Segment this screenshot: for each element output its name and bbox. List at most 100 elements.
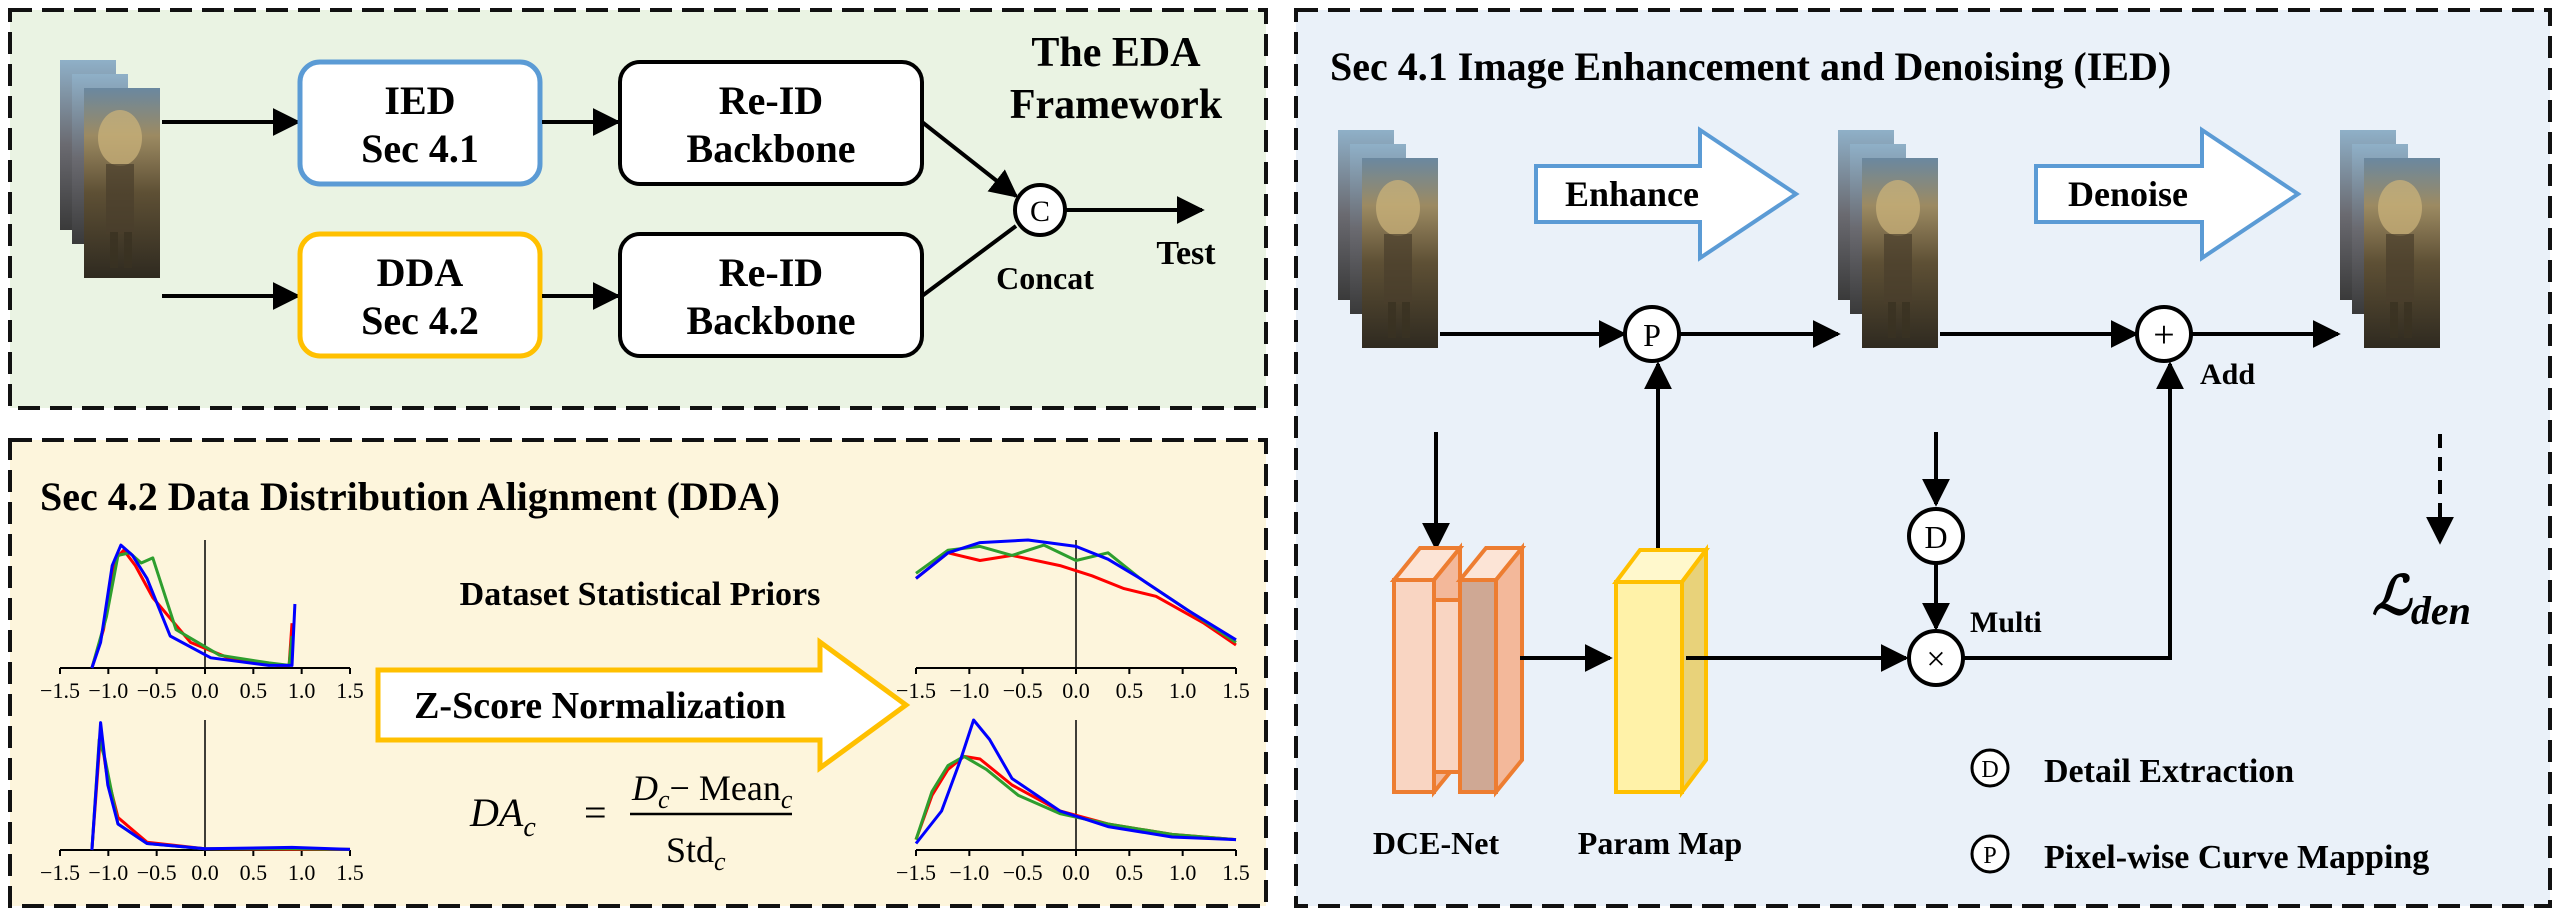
ied-title: Sec 4.1 Image Enhancement and Denoising … <box>1330 44 2171 89</box>
multi-label: Multi <box>1970 606 2042 639</box>
backbone-bottom-line1: Re-ID <box>719 250 823 295</box>
zscore-arrow <box>375 637 911 773</box>
formula-den: Std <box>666 830 714 870</box>
legend-d-icon <box>1970 748 2010 788</box>
param-map-block <box>1612 544 1710 798</box>
tick-label: 0.5 <box>240 860 268 885</box>
tick-label: −1.5 <box>896 860 936 885</box>
tick-label: 1.0 <box>288 860 316 885</box>
dda-box-line2: Sec 4.2 <box>361 298 479 343</box>
tick-label: −1.5 <box>896 678 936 703</box>
priors-label: Dataset Statistical Priors <box>460 576 821 613</box>
denoise-label: Denoise <box>2068 174 2188 214</box>
tick-label: 1.5 <box>336 678 364 703</box>
arrow-bottom-to-concat <box>920 224 1018 298</box>
concat-label: Concat <box>996 260 1094 296</box>
plot-after-top: −1.5 −1.0 −0.5 0.0 0.5 1.0 1.5 <box>896 538 1250 703</box>
legend-d-symbol: D <box>1981 757 1998 783</box>
plot-before-bottom: −1.5 −1.0 −0.5 0.0 0.5 1.0 1.5 <box>40 720 364 885</box>
dda-title: Sec 4.2 Data Distribution Alignment (DDA… <box>40 474 780 519</box>
tick-label: −0.5 <box>1003 860 1043 885</box>
tick-label: 1.5 <box>1222 860 1250 885</box>
denoise-arrow <box>2034 126 2302 262</box>
formula-eq: = <box>584 790 607 835</box>
multi-symbol: × <box>1926 641 1945 678</box>
legend-p-symbol: P <box>1983 843 1996 869</box>
tick-label: 1.0 <box>1169 678 1197 703</box>
tick-label: −0.5 <box>137 860 177 885</box>
svg-text:Dc− Meanc: Dc− Meanc <box>631 768 793 814</box>
arrow-multi-to-add <box>1964 361 2184 660</box>
backbone-top-line2: Backbone <box>687 126 856 171</box>
dce-net-label: DCE-Net <box>1373 825 1500 861</box>
param-map-label: Param Map <box>1578 825 1742 861</box>
normalization-formula: DAc = Dc− Meanc Stdc <box>469 768 793 876</box>
tick-label: 0.0 <box>191 860 219 885</box>
d-node <box>1907 507 1965 565</box>
distribution-plots: −1.5 −1.0 −0.5 0.0 0.5 1.0 1.5 −1.5 −1.0 −0.5 0.0 0… <box>40 538 1250 885</box>
formula-num-op: − Mean <box>670 768 781 808</box>
tick-label: 0.0 <box>1062 860 1090 885</box>
ied-panel: Sec 4.1 Image Enhancement and Denoising … <box>1294 8 2552 908</box>
concat-symbol: C <box>1030 195 1050 228</box>
tick-label: −1.0 <box>88 678 128 703</box>
curve-blue <box>90 721 351 851</box>
tick-label: 0.0 <box>1062 678 1090 703</box>
ied-box <box>297 59 543 187</box>
concat-node <box>1013 183 1067 237</box>
ied-box-line2: Sec 4.1 <box>361 126 479 171</box>
svg-text:Stdc: Stdc <box>666 830 726 876</box>
formula-lhs: DA <box>469 790 524 835</box>
formula-den-sub: c <box>714 847 726 876</box>
tick-label: 1.0 <box>1169 860 1197 885</box>
d-symbol: D <box>1924 519 1947 555</box>
tick-label: 1.5 <box>1222 678 1250 703</box>
legend: D Detail Extraction P Pixel-wise Curve M… <box>1970 748 2429 876</box>
formula-num-b-sub: c <box>781 785 793 814</box>
dce-net-block <box>1389 542 1527 798</box>
tick-label: 0.5 <box>1116 860 1144 885</box>
dda-panel-border <box>8 438 1268 908</box>
tick-label: −0.5 <box>1003 678 1043 703</box>
tick-label: −1.0 <box>949 678 989 703</box>
ied-box-line1: IED <box>384 78 455 123</box>
dda-box-line1: DDA <box>377 250 464 295</box>
tick-label: −1.5 <box>40 678 80 703</box>
multi-node <box>1907 629 1965 687</box>
formula-num-a-sub: c <box>658 785 670 814</box>
arrow-top-to-concat <box>920 120 1019 198</box>
framework-title-line2: Framework <box>1010 82 1223 128</box>
curve-green <box>90 551 294 669</box>
formula-lhs-sub: c <box>523 812 536 843</box>
plot-before-top: −1.5 −1.0 −0.5 0.0 0.5 1.0 1.5 <box>40 540 364 703</box>
dda-box <box>297 231 543 359</box>
tick-label: −1.0 <box>949 860 989 885</box>
tick-label: −0.5 <box>137 678 177 703</box>
tick-label: −1.5 <box>40 860 80 885</box>
formula-num-a: D <box>631 768 658 808</box>
enhance-arrow <box>1534 126 1800 262</box>
tick-label: 1.0 <box>288 678 316 703</box>
loss-symbol: ℒden <box>2372 566 2471 633</box>
test-label: Test <box>1156 235 1216 272</box>
legend-d-text: Detail Extraction <box>2044 753 2294 790</box>
plot-after-bottom: −1.5 −1.0 −0.5 0.0 0.5 1.0 1.5 <box>896 718 1250 885</box>
backbone-bottom-line2: Backbone <box>687 298 856 343</box>
curve-blue <box>915 538 1237 642</box>
tick-label: −1.0 <box>88 860 128 885</box>
add-label: Add <box>2200 358 2255 391</box>
p-symbol: P <box>1643 317 1661 353</box>
legend-p-icon <box>1970 834 2010 874</box>
framework-title-line1: The EDA <box>1031 30 1201 76</box>
add-symbol: + <box>2153 314 2174 356</box>
tick-label: 0.5 <box>1116 678 1144 703</box>
curve-blue <box>914 718 1237 845</box>
dda-panel: Sec 4.2 Data Distribution Alignment (DDA… <box>8 438 1268 908</box>
curve-blue <box>90 543 297 669</box>
framework-panel: The EDA Framework IED Sec 4.1 DDA Sec 4.… <box>8 8 1268 410</box>
tick-label: 1.5 <box>336 860 364 885</box>
legend-p-text: Pixel-wise Curve Mapping <box>2044 839 2429 876</box>
curve-green <box>914 754 1237 842</box>
tick-label: 0.0 <box>191 678 219 703</box>
